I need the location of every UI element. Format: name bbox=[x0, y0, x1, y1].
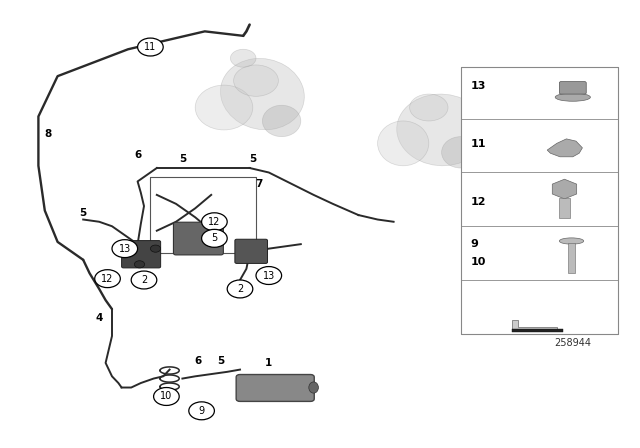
Text: 5: 5 bbox=[249, 154, 257, 164]
Text: 11: 11 bbox=[144, 42, 157, 52]
Text: 12: 12 bbox=[470, 198, 486, 207]
FancyBboxPatch shape bbox=[122, 241, 161, 268]
Ellipse shape bbox=[442, 137, 480, 168]
FancyBboxPatch shape bbox=[235, 239, 268, 263]
Bar bbox=[559, 198, 570, 218]
Circle shape bbox=[112, 240, 138, 258]
Circle shape bbox=[150, 245, 161, 252]
Bar bbox=[461, 67, 618, 334]
Text: 2: 2 bbox=[237, 284, 243, 294]
Bar bbox=[568, 243, 575, 273]
Text: 10: 10 bbox=[470, 257, 486, 267]
Text: 10: 10 bbox=[160, 392, 173, 401]
Ellipse shape bbox=[397, 94, 486, 166]
Text: 1: 1 bbox=[265, 358, 273, 368]
Polygon shape bbox=[512, 320, 557, 329]
Ellipse shape bbox=[378, 121, 429, 166]
Text: 13: 13 bbox=[470, 82, 486, 91]
Circle shape bbox=[256, 267, 282, 284]
Text: 12: 12 bbox=[208, 217, 221, 227]
FancyBboxPatch shape bbox=[173, 222, 223, 255]
Ellipse shape bbox=[559, 238, 584, 244]
Text: 13: 13 bbox=[118, 244, 131, 254]
Circle shape bbox=[202, 229, 227, 247]
Circle shape bbox=[134, 261, 145, 268]
Text: 6: 6 bbox=[134, 150, 141, 159]
Text: 9: 9 bbox=[198, 406, 205, 416]
Ellipse shape bbox=[220, 58, 305, 130]
Text: 5: 5 bbox=[79, 208, 87, 218]
FancyBboxPatch shape bbox=[236, 375, 314, 401]
Text: 13: 13 bbox=[262, 271, 275, 280]
Circle shape bbox=[189, 402, 214, 420]
Ellipse shape bbox=[555, 93, 590, 101]
Bar bbox=[512, 329, 563, 332]
Circle shape bbox=[122, 245, 132, 252]
Circle shape bbox=[138, 38, 163, 56]
Circle shape bbox=[202, 213, 227, 231]
Ellipse shape bbox=[234, 65, 278, 96]
Text: 7: 7 bbox=[255, 179, 263, 189]
Text: 11: 11 bbox=[470, 139, 486, 149]
Text: 8: 8 bbox=[44, 129, 52, 139]
Text: 6: 6 bbox=[195, 356, 202, 366]
Text: 12: 12 bbox=[101, 274, 114, 284]
Ellipse shape bbox=[308, 382, 319, 393]
Text: 9: 9 bbox=[470, 239, 478, 249]
Text: 5: 5 bbox=[217, 356, 225, 366]
Polygon shape bbox=[547, 139, 582, 157]
Ellipse shape bbox=[262, 105, 301, 137]
Text: 258944: 258944 bbox=[554, 338, 591, 348]
Ellipse shape bbox=[230, 49, 256, 67]
Text: 5: 5 bbox=[179, 154, 186, 164]
Ellipse shape bbox=[195, 85, 253, 130]
Text: 5: 5 bbox=[211, 233, 218, 243]
Circle shape bbox=[131, 271, 157, 289]
Circle shape bbox=[154, 388, 179, 405]
Text: 2: 2 bbox=[141, 275, 147, 285]
Text: 4: 4 bbox=[95, 313, 103, 323]
FancyBboxPatch shape bbox=[559, 82, 586, 94]
Circle shape bbox=[95, 270, 120, 288]
Circle shape bbox=[227, 280, 253, 298]
Polygon shape bbox=[552, 179, 577, 199]
Ellipse shape bbox=[410, 94, 448, 121]
